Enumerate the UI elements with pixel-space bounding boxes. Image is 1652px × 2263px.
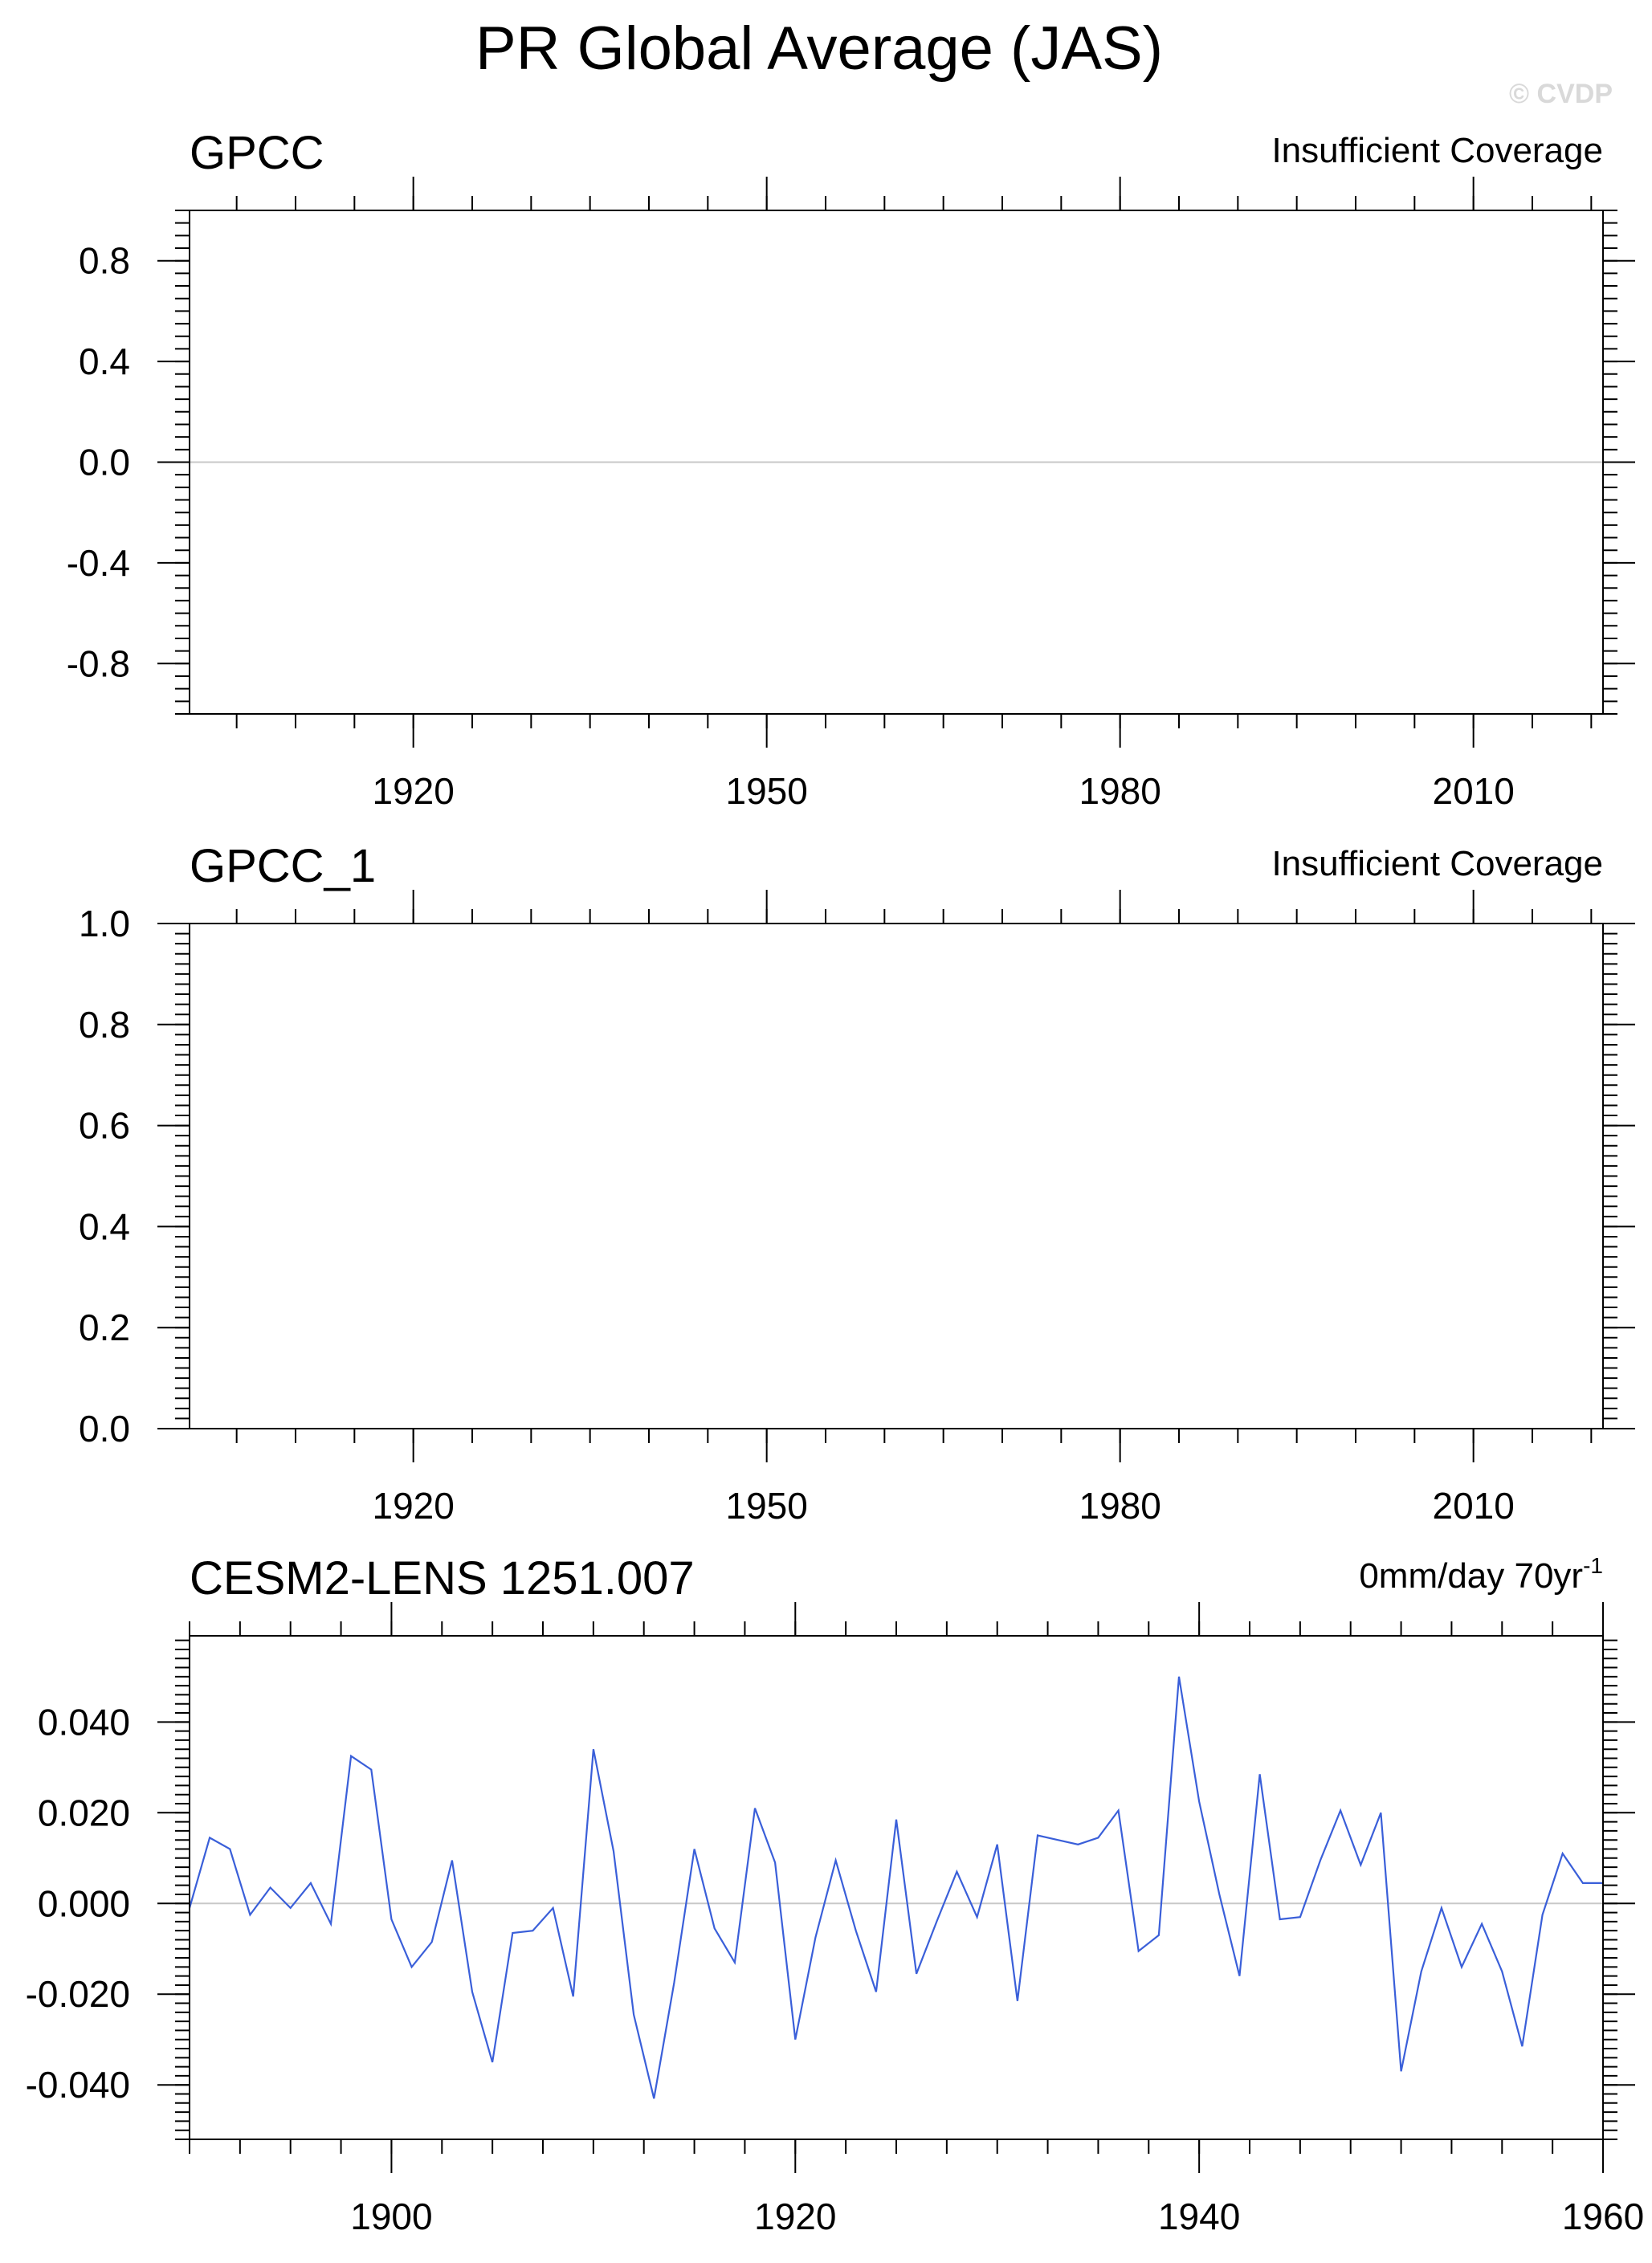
y-tick-label: 0.020 — [38, 1792, 130, 1833]
panels: GPCC Insufficient Coverage 1920 1950 1980 201… — [26, 127, 1645, 2237]
y-tick-label: 0.4 — [79, 1205, 130, 1247]
watermark: © CVDP — [1509, 79, 1613, 109]
panel-right-label: Insufficient Coverage — [1271, 131, 1603, 170]
y-tick-label: 0.040 — [38, 1701, 130, 1743]
x-tick-label: 1960 — [1562, 2196, 1644, 2237]
chart-panel-2: GPCC_1 Insufficient Coverage 1920 1950 1980 2… — [79, 840, 1635, 1527]
y-tick-label: 1.0 — [79, 903, 130, 944]
plot-frame — [189, 923, 1604, 1429]
y-tick-label: 0.8 — [79, 240, 130, 282]
y-tick-label: 0.000 — [38, 1882, 130, 1924]
x-tick-label: 1900 — [350, 2196, 432, 2237]
plot-frame — [189, 1635, 1604, 2140]
x-tick-label: 1980 — [1079, 770, 1160, 812]
y-tick-label: 0.0 — [79, 442, 130, 483]
chart-panel-3: CESM2-LENS 1251.007 0mm/day 70yr-1 1900 192… — [26, 1552, 1645, 2237]
y-tick-label: 0.8 — [79, 1004, 130, 1046]
x-tick-label: 2010 — [1432, 770, 1514, 812]
x-tick-label: 1920 — [754, 2196, 836, 2237]
chart-panel-1: GPCC Insufficient Coverage 1920 1950 1980 201… — [67, 127, 1635, 812]
x-tick-label: 1920 — [372, 1485, 454, 1527]
y-tick-label: 0.2 — [79, 1307, 130, 1348]
x-tick-label: 1950 — [725, 770, 807, 812]
x-tick-label: 1920 — [372, 770, 454, 812]
figure-title: PR Global Average (JAS) — [475, 14, 1163, 83]
series-line — [188, 1676, 1603, 2099]
y-tick-label: 0.6 — [79, 1105, 130, 1147]
panel-title: GPCC_1 — [190, 840, 376, 892]
x-tick-label: 2010 — [1432, 1485, 1514, 1527]
y-tick-label: -0.8 — [67, 642, 130, 684]
x-tick-label: 1980 — [1079, 1485, 1160, 1527]
panel-right-label-superscript: -1 — [1583, 1553, 1603, 1578]
panel-right-label: Insufficient Coverage — [1271, 844, 1603, 883]
y-tick-label: -0.020 — [26, 1973, 130, 2015]
y-tick-label: -0.4 — [67, 542, 130, 584]
x-tick-label: 1940 — [1158, 2196, 1240, 2237]
y-tick-label: -0.040 — [26, 2064, 130, 2106]
y-tick-label: 0.4 — [79, 340, 130, 382]
panel-title: CESM2-LENS 1251.007 — [190, 1552, 695, 1604]
panel-title: GPCC — [190, 127, 324, 179]
x-tick-label: 1950 — [725, 1485, 807, 1527]
y-tick-label: 0.0 — [79, 1408, 130, 1450]
panel-right-label: 0mm/day 70yr-1 — [1359, 1553, 1603, 1596]
